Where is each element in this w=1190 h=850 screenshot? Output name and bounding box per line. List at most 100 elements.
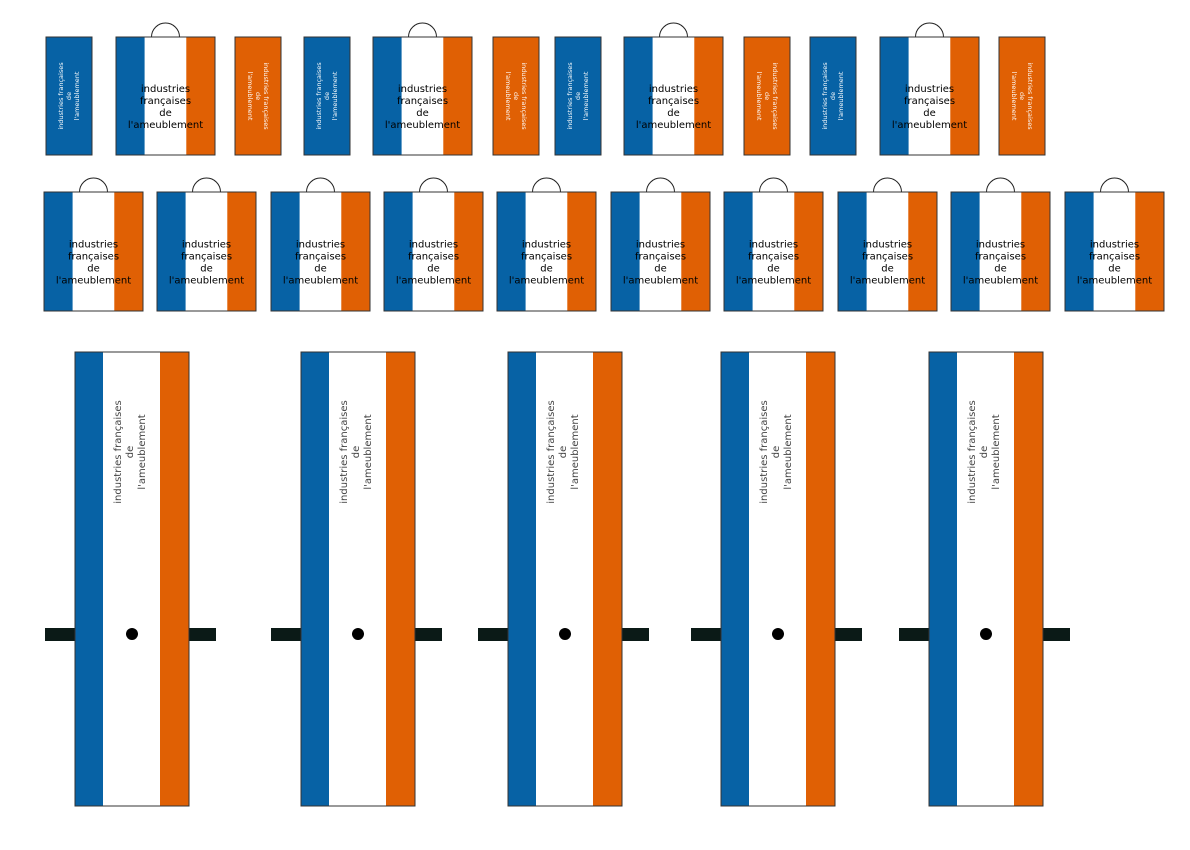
- bag-handle: [986, 177, 1015, 193]
- side-label: industries françaises: [262, 62, 270, 130]
- orange-stripe: [1021, 192, 1050, 311]
- side-panel: [303, 36, 351, 156]
- bag-label: de: [994, 263, 1007, 274]
- dot: [352, 628, 364, 640]
- white-stripe: [639, 192, 682, 311]
- white-stripe: [103, 352, 160, 806]
- bag-label: de: [159, 108, 172, 119]
- outline: [496, 191, 597, 312]
- outline: [950, 191, 1051, 312]
- bag-label: industries: [649, 84, 698, 95]
- panel-label: l'ameublement: [363, 414, 374, 489]
- side-panel: [998, 36, 1046, 156]
- blue-stripe: [624, 37, 653, 155]
- bag-label: l'ameublement: [636, 120, 711, 131]
- strap: [1043, 628, 1070, 641]
- blue-stripe: [508, 352, 536, 806]
- side-label: industries françaises: [315, 62, 323, 130]
- bag-label: l'ameublement: [892, 120, 967, 131]
- panel-label: l'ameublement: [783, 414, 794, 489]
- bag-label: industries: [1090, 239, 1139, 250]
- bag-label: l'ameublement: [1077, 275, 1152, 286]
- bag-label: industries: [141, 84, 190, 95]
- bag-label: industries: [409, 239, 458, 250]
- bag-label: françaises: [862, 251, 913, 262]
- side-panel: [809, 36, 857, 156]
- strap: [478, 628, 508, 641]
- bag-handle: [915, 22, 944, 38]
- side-label: industries françaises: [771, 62, 779, 130]
- bag-label: industries: [636, 239, 685, 250]
- bag-label: de: [416, 108, 429, 119]
- blue-stripe: [611, 192, 640, 311]
- orange-stripe: [443, 37, 472, 155]
- blue-stripe: [384, 192, 413, 311]
- bag-label: françaises: [295, 251, 346, 262]
- white-stripe: [72, 192, 115, 311]
- bag-label: l'ameublement: [128, 120, 203, 131]
- blue-stripe: [44, 192, 73, 311]
- bag-label: industries: [522, 239, 571, 250]
- bag-label: industries: [863, 239, 912, 250]
- bag-label: de: [200, 263, 213, 274]
- panel-label: l'ameublement: [570, 414, 581, 489]
- side-label: de: [323, 92, 331, 100]
- bag-handle: [532, 177, 561, 193]
- orange-stripe: [694, 37, 723, 155]
- outline: [156, 191, 257, 312]
- white-stripe: [979, 192, 1022, 311]
- bag-label: françaises: [397, 96, 448, 107]
- bag-label: industries: [398, 84, 447, 95]
- bag-handle: [759, 177, 788, 193]
- bag-handle: [151, 22, 180, 38]
- bag-label: françaises: [748, 251, 799, 262]
- side-label: de: [574, 92, 582, 100]
- side-label: industries françaises: [566, 62, 574, 130]
- bag-label: françaises: [904, 96, 955, 107]
- side-panel: [743, 36, 791, 156]
- side-label: de: [254, 92, 262, 100]
- bag-label: de: [767, 263, 780, 274]
- side-label: de: [829, 92, 837, 100]
- side-label: l'ameublement: [504, 72, 512, 121]
- outline: [383, 191, 484, 312]
- white-stripe: [401, 37, 444, 155]
- orange-stripe: [227, 192, 256, 311]
- dot: [772, 628, 784, 640]
- side-label: industries françaises: [821, 62, 829, 130]
- blue-stripe: [724, 192, 753, 311]
- blue-stripe: [721, 352, 749, 806]
- outline: [1064, 191, 1165, 312]
- blue-stripe: [271, 192, 300, 311]
- panel-label: industries françaises: [113, 400, 124, 503]
- strap: [899, 628, 929, 641]
- white-stripe: [652, 37, 695, 155]
- side-label: industries françaises: [1026, 62, 1034, 130]
- side-label: industries françaises: [57, 62, 65, 130]
- orange-stripe: [1014, 352, 1043, 806]
- orange-stripe: [567, 192, 596, 311]
- side-panel: [492, 36, 540, 156]
- bag-label: françaises: [408, 251, 459, 262]
- white-stripe: [752, 192, 795, 311]
- bag-label: l'ameublement: [169, 275, 244, 286]
- bag-handle: [659, 22, 688, 38]
- orange-stripe: [341, 192, 370, 311]
- bag-handle: [192, 177, 221, 193]
- bag-label: françaises: [181, 251, 232, 262]
- outline: [43, 191, 144, 312]
- bag-label: l'ameublement: [283, 275, 358, 286]
- white-stripe: [525, 192, 568, 311]
- bag-label: industries: [749, 239, 798, 250]
- dot: [126, 628, 138, 640]
- side-panel: [554, 36, 602, 156]
- outline: [879, 36, 980, 156]
- side-label: l'ameublement: [246, 72, 254, 121]
- outline: [507, 351, 623, 807]
- blue-stripe: [951, 192, 980, 311]
- side-label: l'ameublement: [755, 72, 763, 121]
- bag-label: françaises: [68, 251, 119, 262]
- strap: [691, 628, 721, 641]
- panel-label: de: [771, 446, 782, 459]
- orange-stripe: [386, 352, 415, 806]
